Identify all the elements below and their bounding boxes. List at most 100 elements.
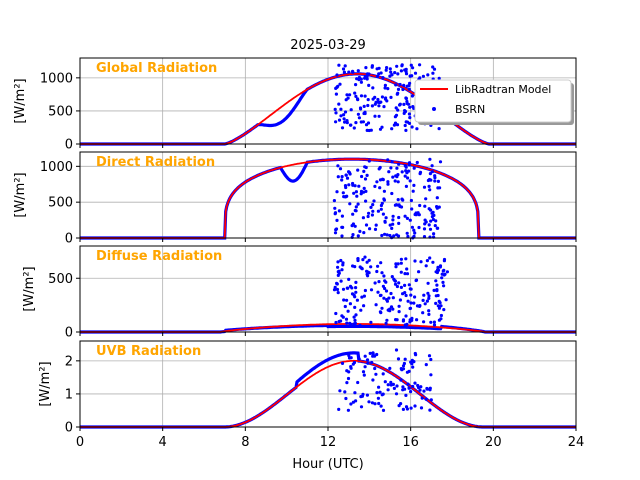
bsrn-point [409,390,413,394]
bsrn-point [383,232,387,236]
bsrn-point [403,387,407,391]
bsrn-point [388,233,392,238]
bsrn-point [390,160,394,164]
bsrn-point [428,227,433,231]
bsrn-point [373,114,377,118]
bsrn-point [431,65,435,69]
bsrn-point [386,182,390,186]
bsrn-point [351,181,355,186]
bsrn-point [351,212,355,216]
bsrn-point [369,320,373,324]
bsrn-point [360,174,364,179]
bsrn-point [437,76,441,80]
bsrn-point [385,299,389,303]
bsrn-point [405,407,409,411]
bsrn-point [418,170,423,174]
bsrn-point [391,214,395,218]
bsrn-point [368,227,372,231]
bsrn-point [394,348,399,352]
bsrn-point [352,126,356,130]
bsrn-point [412,228,416,232]
bsrn-point [369,205,373,209]
y-tick-label: 500 [48,104,73,119]
bsrn-point [349,402,353,406]
bsrn-point [399,378,403,382]
bsrn-point [404,67,408,71]
y-tick-label: 0 [65,421,73,436]
bsrn-point [403,357,407,361]
bsrn-point [380,271,384,275]
bsrn-point [394,392,399,396]
bsrn-point [334,227,339,231]
bsrn-point [437,306,441,310]
bsrn-point [340,268,344,272]
bsrn-point [380,95,384,99]
bsrn-point [426,73,430,77]
bsrn-point [437,127,441,131]
bsrn-point [397,304,401,308]
bsrn-point [349,366,353,370]
bsrn-point [398,102,402,106]
bsrn-point [393,282,398,286]
bsrn-point [403,174,407,178]
bsrn-point [380,393,384,397]
panel-title: Diffuse Radiation [96,249,222,264]
bsrn-point [434,294,438,298]
bsrn-point [411,105,415,109]
bsrn-point [390,275,394,279]
bsrn-point [413,71,418,75]
bsrn-point [407,169,411,173]
bsrn-point [395,166,399,170]
bsrn-point [347,70,351,74]
legend: LibRadtran Model BSRN [414,79,574,125]
bsrn-point [425,299,429,303]
bsrn-point [395,384,399,388]
bsrn-point [379,404,383,408]
bsrn-point [371,351,375,355]
bsrn-point [337,63,341,67]
bsrn-point [436,304,440,308]
bsrn-point [397,221,401,225]
bsrn-point [396,180,400,184]
bsrn-point [333,231,338,235]
bsrn-point [341,261,345,265]
bsrn-point [427,207,431,211]
bsrn-point [360,267,364,271]
bsrn-point [391,307,395,311]
bsrn-point [335,287,340,292]
bsrn-point [361,216,365,220]
bsrn-point [373,402,377,406]
bsrn-point [398,82,402,87]
bsrn-point [380,125,384,129]
bsrn-point [388,366,392,370]
bsrn-point [390,191,394,196]
bsrn-point [363,255,367,259]
bsrn-point [345,298,349,302]
bsrn-point [396,108,400,112]
bsrn-point [356,380,360,385]
bsrn-point [400,368,404,372]
bsrn-point [411,384,415,389]
bsrn-point [378,165,382,170]
bsrn-point [341,287,346,291]
bsrn-point [354,290,358,294]
bsrn-point [358,323,362,327]
x-tick-label: 12 [320,435,337,450]
bsrn-point [435,283,439,287]
bsrn-point [356,69,360,73]
bsrn-point [409,198,413,203]
bsrn-point [431,210,435,214]
bsrn-point [352,191,356,195]
bsrn-point [340,175,344,179]
bsrn-point [425,386,429,391]
bsrn-point [404,393,408,397]
bsrn-point [424,264,428,268]
bsrn-point [427,294,431,298]
bsrn-point [354,94,358,98]
bsrn-point [357,357,361,361]
bsrn-point [382,296,386,300]
bsrn-point [392,386,396,390]
bsrn-point [438,186,442,190]
x-tick-label: 8 [241,435,249,450]
bsrn-point [376,74,380,78]
